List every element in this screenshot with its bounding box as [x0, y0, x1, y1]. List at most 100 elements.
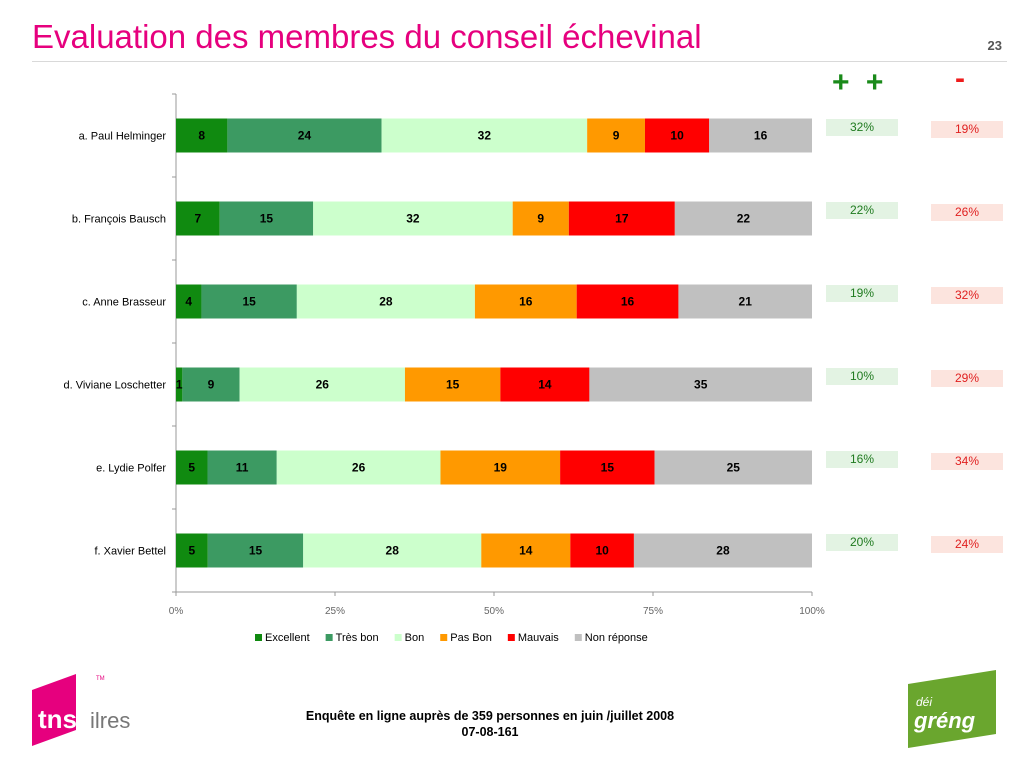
positive-share-box: 22% — [826, 201, 898, 219]
bar-segment — [303, 533, 482, 568]
bar-segment — [709, 118, 812, 153]
data-label: 26 — [316, 378, 330, 392]
survey-reference: 07-08-161 — [461, 725, 519, 739]
bar-segment — [576, 284, 679, 319]
tns-logo-text: tns — [38, 704, 77, 734]
legend-label: Bon — [405, 632, 425, 644]
legend-swatch — [507, 634, 515, 641]
data-label: 5 — [188, 461, 195, 475]
bar-segment — [176, 201, 220, 236]
x-tick-label: 50% — [484, 606, 504, 617]
data-label: 7 — [194, 212, 201, 226]
bar-segment — [500, 367, 590, 402]
data-label: 14 — [519, 544, 533, 558]
data-label: 21 — [739, 295, 753, 309]
legend-swatch — [394, 634, 402, 641]
data-label: 16 — [754, 129, 768, 143]
data-label: 16 — [519, 295, 533, 309]
bar-segment — [176, 284, 202, 319]
negative-column-header: - — [955, 62, 965, 95]
positive-share-box: 10% — [826, 367, 898, 385]
legend-label: Mauvais — [518, 632, 559, 644]
data-label: 4 — [185, 295, 192, 309]
bar-segment — [176, 533, 208, 568]
bar-segment — [678, 284, 812, 319]
data-label: 16 — [621, 295, 635, 309]
data-label: 15 — [242, 295, 256, 309]
data-label: 9 — [613, 129, 620, 143]
data-label: 10 — [595, 544, 609, 558]
bar-segment — [227, 118, 382, 153]
bar-segment — [219, 201, 314, 236]
data-label: 28 — [716, 544, 730, 558]
data-label: 14 — [538, 378, 552, 392]
bar-segment — [381, 118, 588, 153]
positive-column-header: + + — [832, 66, 888, 99]
bar-segment — [207, 450, 277, 485]
negative-share-box: 26% — [931, 203, 1003, 221]
data-label: 28 — [379, 295, 393, 309]
tns-ilres-logo: tns ilres TM — [32, 674, 130, 746]
data-label: 15 — [446, 378, 460, 392]
data-label: 25 — [727, 461, 741, 475]
bar-segment — [474, 284, 577, 319]
negative-share-box: 32% — [931, 286, 1003, 304]
title-divider — [32, 61, 1007, 62]
data-label: 28 — [386, 544, 400, 558]
bar-segment — [182, 367, 240, 402]
bar-segment — [176, 367, 183, 402]
page-number: 23 — [987, 38, 1002, 53]
data-label: 10 — [670, 129, 684, 143]
legend-label: Très bon — [336, 632, 379, 644]
data-label: 32 — [478, 129, 492, 143]
x-tick-label: 100% — [799, 606, 825, 617]
x-tick-label: 25% — [325, 606, 345, 617]
data-label: 26 — [352, 461, 366, 475]
data-label: 1 — [176, 378, 183, 392]
negative-share-box: 24% — [931, 535, 1003, 553]
category-label: d. Viviane Loschetter — [63, 380, 166, 392]
bar-segment — [674, 201, 812, 236]
page-title: Evaluation des membres du conseil échevi… — [32, 18, 702, 55]
legend-swatch — [574, 634, 582, 641]
data-label: 24 — [298, 129, 312, 143]
greng-logo-main: gréng — [913, 708, 976, 733]
data-label: 9 — [537, 212, 544, 226]
legend-swatch — [440, 634, 448, 641]
bar-segment — [568, 201, 675, 236]
bar-segment — [313, 201, 513, 236]
negative-share-box: 19% — [931, 120, 1003, 138]
bar-segment — [207, 533, 304, 568]
legend-label: Pas Bon — [450, 632, 492, 644]
bar-segment — [176, 118, 228, 153]
data-label: 17 — [615, 212, 629, 226]
bar-segment — [176, 450, 208, 485]
legend-swatch — [325, 634, 333, 641]
bar-segment — [570, 533, 634, 568]
bar-segment — [404, 367, 501, 402]
legend-swatch — [255, 634, 262, 641]
bar-segment — [276, 450, 441, 485]
bar-segment — [296, 284, 475, 319]
tns-logo-suffix: ilres — [90, 708, 130, 733]
negative-share-box: 34% — [931, 452, 1003, 470]
bar-segment — [589, 367, 812, 402]
data-label: 15 — [601, 461, 615, 475]
data-label: 35 — [694, 378, 708, 392]
data-label: 8 — [198, 129, 205, 143]
positive-share-box: 19% — [826, 284, 898, 302]
legend-label: Non réponse — [585, 632, 648, 644]
negative-share-box: 29% — [931, 369, 1003, 387]
category-label: a. Paul Helminger — [79, 131, 167, 143]
survey-note: Enquête en ligne auprès de 359 personnes… — [305, 709, 675, 723]
data-label: 15 — [249, 544, 263, 558]
positive-share-box: 20% — [826, 533, 898, 551]
category-label: e. Lydie Polfer — [96, 463, 166, 475]
x-tick-label: 0% — [169, 606, 184, 617]
tns-logo-trademark: TM — [96, 676, 105, 682]
bar-segment — [654, 450, 812, 485]
bar-segment — [201, 284, 297, 319]
bar-segment — [560, 450, 655, 485]
positive-share-box: 32% — [826, 118, 898, 136]
